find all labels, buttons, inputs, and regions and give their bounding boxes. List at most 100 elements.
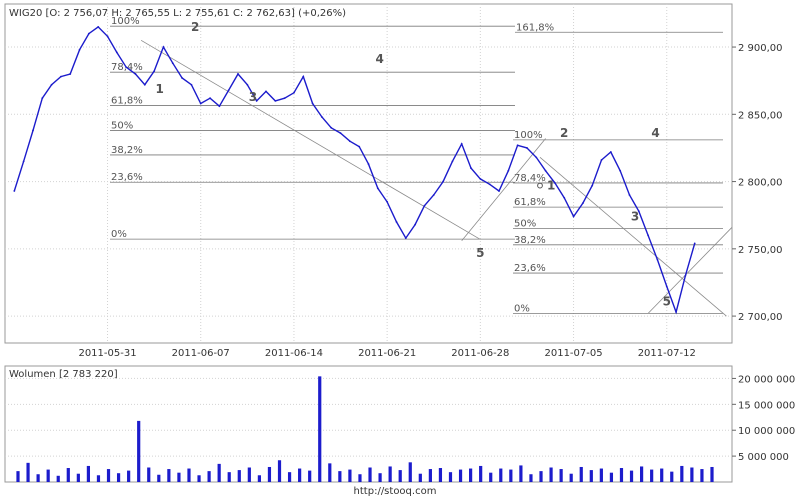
volume-bar: [388, 466, 392, 482]
volume-bar: [177, 472, 181, 482]
price-point: [572, 215, 575, 218]
volume-bar: [56, 475, 60, 482]
price-point: [265, 90, 267, 93]
price-point: [507, 169, 510, 172]
price-point: [97, 25, 100, 28]
volume-axis: 5 000 000 10 000 000 15 000 000 20 000 000: [732, 374, 795, 463]
price-point: [153, 70, 156, 73]
price-point: [451, 160, 454, 163]
price-point: [414, 223, 417, 226]
price-point: [199, 102, 202, 105]
volume-bar: [298, 468, 302, 482]
wave-label: 5: [663, 294, 671, 308]
price-point: [227, 89, 230, 91]
volume-bar: [167, 469, 171, 482]
price-point: [442, 180, 444, 183]
price-point: [106, 35, 109, 38]
fib1-level-label: 0%: [111, 229, 127, 240]
volume-bar: [116, 473, 121, 482]
volume-bar: [187, 468, 191, 482]
volume-panel-frame: [4, 365, 733, 483]
volume-bar: [66, 468, 70, 482]
price-point: [50, 83, 53, 86]
price-point: [386, 200, 389, 203]
price-point: [367, 163, 370, 165]
volume-tick-label: 10 000 000: [738, 426, 795, 437]
wave-label: 2: [191, 20, 199, 34]
volume-bar: [137, 420, 141, 482]
volume-bar: [589, 470, 593, 482]
price-tick-label: 2 750,00: [738, 245, 783, 256]
volume-bar: [378, 473, 382, 482]
wave-label: 4: [376, 52, 384, 66]
volume-bar: [650, 469, 654, 482]
price-point: [581, 202, 584, 204]
wave-label: 3: [249, 90, 257, 104]
volume-bar: [619, 468, 624, 482]
price-point: [246, 83, 249, 86]
price-point: [209, 97, 211, 100]
price-point: [470, 167, 472, 170]
trendline: [539, 157, 727, 317]
price-point: [665, 285, 668, 288]
fib1-level-label: 61,8%: [111, 96, 143, 107]
price-point: [591, 184, 594, 187]
volume-bar: [237, 470, 241, 482]
price-point: [498, 190, 500, 192]
price-point: [348, 140, 351, 143]
price-point: [60, 75, 62, 78]
price-axis: 2 700,00 2 750,00 2 800,00 2 850,00 2 900,00: [732, 43, 783, 323]
price-point: [358, 145, 361, 148]
volume-bar: [700, 469, 704, 482]
footer-url[interactable]: http://stooq.com: [354, 486, 437, 497]
price-point: [423, 204, 426, 207]
volume-bar: [408, 462, 412, 482]
price-point: [283, 97, 286, 100]
price-point: [479, 177, 482, 180]
volume-bar: [147, 467, 151, 482]
price-point: [619, 169, 622, 172]
price-point: [237, 73, 239, 75]
volume-bar: [227, 472, 231, 482]
volume-bar: [328, 463, 332, 482]
price-point: [190, 83, 193, 86]
price-point: [432, 194, 435, 196]
date-tick-label: 2011-06-21: [358, 348, 416, 359]
volume-bar: [549, 467, 553, 482]
price-point: [395, 221, 398, 223]
price-point: [13, 190, 16, 192]
price-point: [302, 75, 305, 78]
volume-bar: [308, 470, 312, 482]
fib2-level-label: 61,8%: [514, 197, 546, 208]
volume-bar: [106, 469, 111, 482]
volume-bar: [499, 468, 503, 482]
fib2-level-label: 38,2%: [514, 235, 546, 246]
volume-bar: [127, 470, 131, 482]
fib2-level-label: 50%: [514, 219, 536, 230]
price-point: [69, 73, 72, 75]
wave-label: 1: [156, 82, 164, 96]
volume-bar: [418, 473, 422, 482]
price-point: [628, 194, 631, 196]
fib2-level-label: 78,4%: [514, 173, 546, 184]
volume-bar: [16, 471, 20, 482]
price-point: [162, 46, 165, 48]
volume-bar: [76, 473, 80, 482]
volume-bar: [287, 472, 292, 482]
price-tick-label: 2 850,00: [738, 110, 783, 121]
volume-bars: [16, 376, 714, 482]
price-point: [125, 66, 128, 69]
price-point: [535, 156, 538, 159]
price-point: [311, 102, 314, 105]
price-point: [22, 160, 25, 163]
volume-bar: [569, 473, 573, 482]
volume-bar: [36, 474, 40, 482]
date-tick-label: 2011-06-28: [451, 348, 509, 359]
fib2-level-label: 100%: [514, 130, 543, 141]
volume-bar: [348, 469, 352, 482]
fib1-level-label: 100%: [111, 16, 140, 27]
volume-bar: [358, 474, 362, 482]
price-point: [404, 237, 407, 239]
fib1-extension-label: 161,8%: [516, 22, 554, 33]
wave-label: 2: [560, 126, 568, 140]
